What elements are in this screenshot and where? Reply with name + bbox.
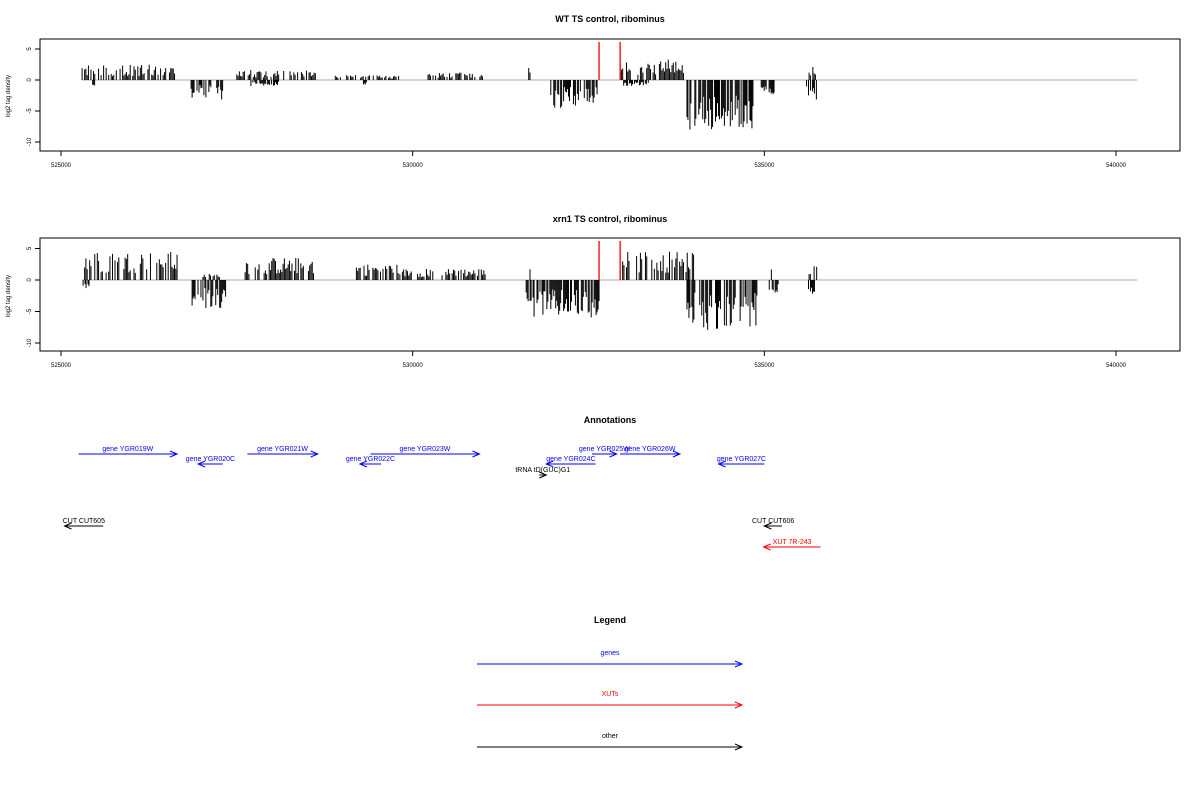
feature-label: CUT CUT605 — [63, 518, 105, 525]
y-tick-label: 0 — [27, 278, 33, 282]
panel-title: xrn1 TS control, ribominus — [553, 214, 668, 224]
feature-arrowhead — [672, 450, 682, 458]
legend-label: genes — [600, 650, 620, 657]
feature-arrowhead — [63, 522, 72, 530]
feature-label: gene YGR020C — [186, 456, 235, 463]
feature-label: gene YGR019W — [102, 446, 153, 453]
y-tick-label: -10 — [27, 137, 33, 146]
annotation-feature: gene YGR020C — [186, 456, 235, 468]
y-axis-label: log2 tag density — [6, 75, 12, 117]
y-tick-label: -10 — [27, 338, 33, 347]
annotation-feature: CUT CUT606 — [752, 518, 794, 530]
legend-label: other — [602, 733, 619, 740]
annotation-features: gene YGR019W gene YGR020C gene YGR021W gene… — [63, 446, 821, 551]
x-tick-label: 530000 — [403, 163, 424, 169]
legend-arrowhead — [734, 660, 744, 668]
legend-label: XUTs — [602, 691, 619, 698]
wt-density-panel: WT TS control, ribominus log2 tag densit… — [6, 14, 1181, 169]
axes: 5 0 -5 -10 525000 530000 535000 540000 — [27, 246, 1127, 369]
feature-label: tRNA tD(GUC)G1 — [515, 467, 570, 474]
plot-frame — [39, 38, 1181, 152]
feature-label: gene YGR026W — [625, 446, 676, 453]
axes: 5 0 -5 -10 525000 530000 535000 540000 — [27, 47, 1127, 169]
legend-title: Legend — [594, 615, 626, 625]
feature-arrowhead — [763, 522, 772, 530]
panel-title: WT TS control, ribominus — [555, 14, 665, 24]
annotation-feature: gene YGR021W — [247, 446, 319, 458]
x-tick-label: 535000 — [754, 363, 775, 369]
feature-label: gene YGR021W — [257, 446, 308, 453]
x-tick-label: 540000 — [1106, 163, 1127, 169]
feature-arrowhead — [472, 450, 481, 458]
annotation-feature: XUT 7R-243 — [762, 539, 821, 551]
y-tick-label: 0 — [27, 78, 33, 82]
feature-arrowhead — [310, 450, 319, 458]
legend-item: other — [477, 733, 744, 751]
feature-label: gene YGR025W — [579, 446, 630, 453]
feature-arrowhead — [196, 460, 206, 468]
y-tick-label: 5 — [27, 246, 33, 250]
annotation-feature: gene YGR026W — [620, 446, 682, 458]
x-tick-label: 535000 — [754, 163, 775, 169]
plot-frame — [39, 237, 1181, 352]
feature-label: gene YGR023W — [400, 446, 451, 453]
x-tick-label: 525000 — [51, 363, 72, 369]
annotation-feature: tRNA tD(GUC)G1 — [515, 467, 570, 479]
density-bars — [82, 241, 1138, 330]
annotation-feature: CUT CUT605 — [63, 518, 105, 530]
annotation-feature: gene YGR022C — [346, 456, 395, 468]
x-tick-label: 525000 — [51, 163, 72, 169]
feature-arrowhead — [717, 460, 726, 468]
xrn1-density-panel: xrn1 TS control, ribominus log2 tag dens… — [6, 214, 1181, 369]
feature-label: gene YGR027C — [717, 456, 766, 463]
annotation-feature: gene YGR023W — [370, 446, 481, 458]
legend-item: XUTs — [477, 691, 744, 709]
legend: Legend genes XUTs other — [477, 615, 744, 751]
legend-item: genes — [477, 650, 744, 668]
feature-arrowhead — [545, 460, 554, 468]
feature-arrowhead — [762, 543, 771, 551]
y-tick-label: -5 — [27, 308, 33, 314]
legend-items: genes XUTs other — [477, 650, 744, 751]
annotation-feature: gene YGR019W — [78, 446, 179, 458]
feature-label: XUT 7R-243 — [773, 539, 812, 546]
annotations-title: Annotations — [584, 415, 637, 425]
y-tick-label: 5 — [27, 47, 33, 51]
density-bars — [81, 42, 1138, 130]
legend-arrowhead — [734, 743, 744, 751]
y-axis-label: log2 tag density — [6, 275, 12, 317]
feature-arrowhead — [609, 450, 618, 458]
feature-label: gene YGR024C — [546, 456, 595, 463]
feature-arrowhead — [169, 450, 179, 458]
feature-arrowhead — [358, 460, 368, 468]
annotation-feature: gene YGR027C — [717, 456, 766, 468]
annotation-feature: gene YGR024C — [545, 456, 596, 468]
feature-arrowhead — [539, 471, 548, 479]
feature-label: CUT CUT606 — [752, 518, 794, 525]
legend-arrowhead — [734, 701, 744, 709]
x-tick-label: 540000 — [1106, 363, 1127, 369]
x-tick-label: 530000 — [403, 363, 424, 369]
annotation-feature: gene YGR025W — [579, 446, 630, 458]
y-tick-label: -5 — [27, 108, 33, 114]
feature-label: gene YGR022C — [346, 456, 395, 463]
